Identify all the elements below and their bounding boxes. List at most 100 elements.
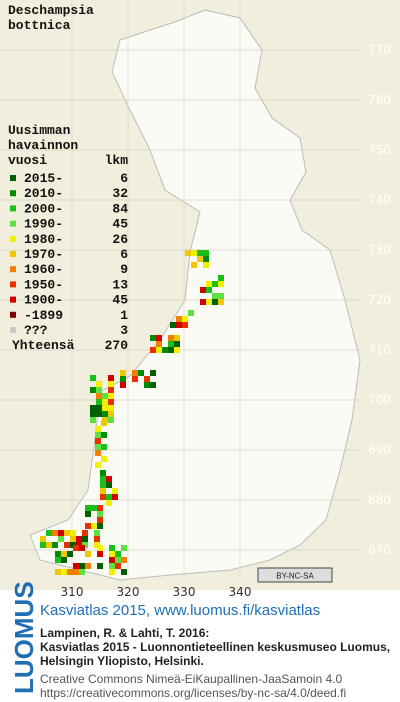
occurrence-square [168, 335, 174, 341]
grid-label: 720 [368, 293, 391, 307]
occurrence-square [203, 256, 209, 262]
legend-swatch [10, 220, 16, 227]
occurrence-square [96, 381, 102, 387]
occurrence-square [132, 376, 138, 382]
legend-swatch [10, 266, 16, 273]
occurrence-square [90, 387, 96, 393]
legend-count: 26 [112, 232, 128, 247]
occurrence-square [106, 500, 112, 506]
occurrence-square [85, 505, 91, 511]
occurrence-square [46, 530, 52, 536]
occurrence-square [91, 523, 97, 529]
legend-count: 45 [112, 217, 128, 232]
occurrence-square [109, 569, 115, 575]
occurrence-square [55, 557, 61, 563]
legend-label: 1900- [24, 293, 63, 308]
occurrence-square [132, 370, 138, 376]
occurrence-square [79, 569, 85, 575]
occurrence-square [73, 563, 79, 569]
occurrence-square [185, 250, 191, 256]
occurrence-square [97, 517, 103, 523]
occurrence-square [101, 420, 107, 426]
legend-swatch [10, 251, 16, 257]
occurrence-square [156, 341, 162, 347]
legend-swatch [10, 175, 16, 181]
occurrence-square [144, 376, 150, 382]
species-title: bottnica [8, 18, 71, 33]
occurrence-square [61, 551, 67, 557]
occurrence-square [170, 322, 176, 328]
grid-label: 320 [117, 585, 140, 599]
occurrence-square [150, 382, 156, 388]
occurrence-square [108, 399, 114, 405]
occurrence-square [95, 450, 101, 456]
occurrence-square [85, 523, 91, 529]
occurrence-square [95, 426, 101, 432]
occurrence-square [101, 444, 107, 450]
occurrence-square [85, 551, 91, 557]
occurrence-square [94, 536, 100, 542]
occurrence-square [112, 494, 118, 500]
occurrence-square [203, 262, 209, 268]
occurrence-square [67, 569, 73, 575]
occurrence-square [97, 545, 103, 551]
occurrence-square [95, 462, 101, 468]
occurrence-square [95, 444, 101, 450]
legend-label: 2015- [24, 171, 63, 186]
occurrence-square [218, 293, 224, 299]
occurrence-square [197, 250, 203, 256]
occurrence-square [61, 557, 67, 563]
legend-count: 1 [120, 308, 128, 323]
citation: Helsingin Yliopisto, Helsinki. [40, 654, 204, 668]
occurrence-square [150, 370, 156, 376]
legend-swatch [10, 205, 16, 212]
occurrence-square [52, 530, 58, 536]
license-url[interactable]: https://creativecommons.org/licenses/by-… [40, 686, 346, 700]
legend-swatch [10, 235, 16, 242]
legend-swatch [10, 190, 16, 197]
occurrence-square [58, 536, 64, 542]
occurrence-square [97, 563, 103, 569]
legend-label: 2010- [24, 186, 63, 201]
occurrence-square [174, 341, 180, 347]
grid-label: 710 [368, 343, 391, 357]
occurrence-square [174, 335, 180, 341]
occurrence-square [94, 530, 100, 536]
occurrence-square [102, 393, 108, 399]
legend-label: 1980- [24, 232, 63, 247]
footer-link[interactable]: Kasviatlas 2015, www.luomus.fi/kasviatla… [40, 602, 320, 619]
occurrence-square [101, 432, 107, 438]
legend-header: havainnon [8, 138, 78, 153]
occurrence-square [106, 494, 112, 500]
grid-label: 770 [368, 43, 391, 57]
grid-label: 310 [61, 585, 84, 599]
occurrence-square [102, 411, 108, 417]
occurrence-square [100, 482, 106, 488]
occurrence-square [100, 470, 106, 476]
legend-swatch [10, 296, 16, 303]
occurrence-square [156, 347, 162, 353]
occurrence-square [96, 387, 102, 393]
occurrence-square [120, 370, 126, 376]
finland-outline [29, 9, 361, 581]
occurrence-square [200, 299, 206, 305]
legend-total: 270 [105, 338, 129, 353]
occurrence-square [212, 281, 218, 287]
occurrence-square [102, 405, 108, 411]
occurrence-square [58, 530, 64, 536]
grid-label: 730 [368, 243, 391, 257]
occurrence-square [100, 494, 106, 500]
occurrence-square [76, 536, 82, 542]
occurrence-square [96, 405, 102, 411]
occurrence-square [108, 417, 114, 423]
occurrence-square [150, 347, 156, 353]
legend-header: vuosi [8, 153, 47, 168]
occurrence-square [40, 536, 46, 542]
occurrence-square [67, 551, 73, 557]
occurrence-square [82, 530, 88, 536]
license-badge-text: BY-NC-SA [276, 572, 314, 581]
legend-count: 32 [112, 186, 128, 201]
grid-label: 330 [173, 585, 196, 599]
occurrence-square [90, 405, 96, 411]
